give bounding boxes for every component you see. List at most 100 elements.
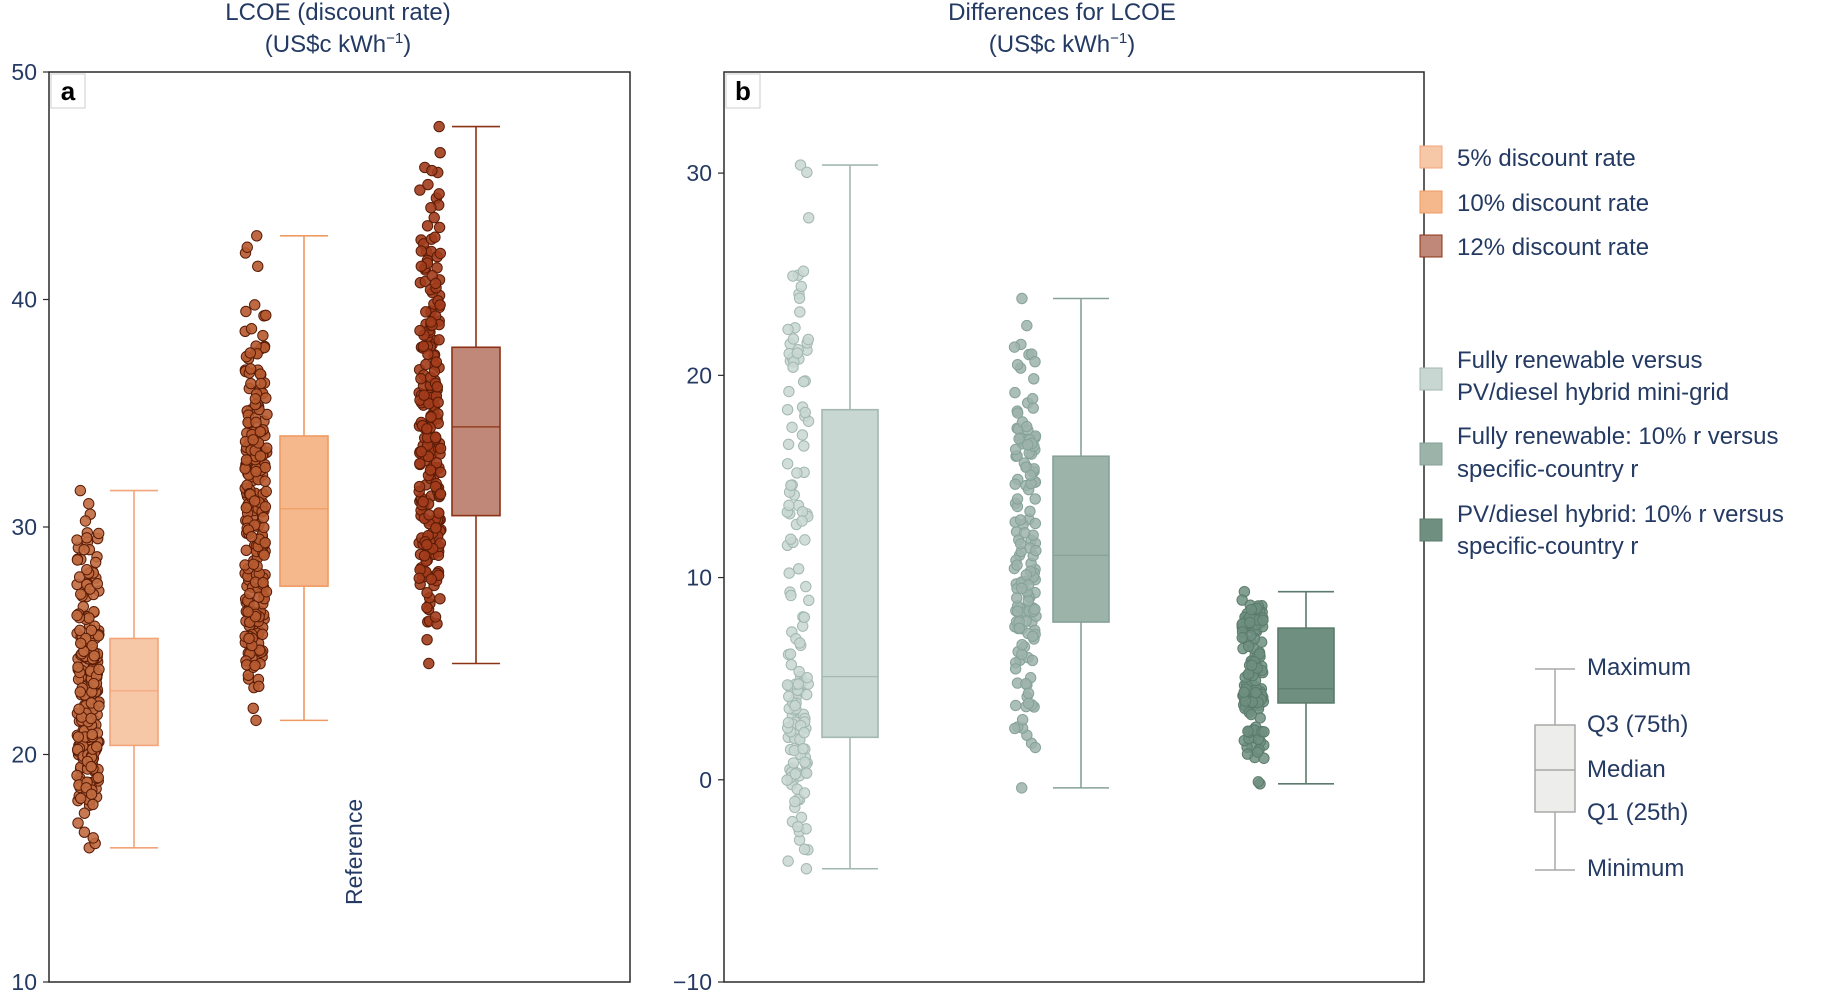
data-point (244, 347, 256, 359)
legend-label-full-vs-hybrid-line2: PV/diesel hybrid mini-grid (1457, 379, 1729, 406)
data-point (1252, 776, 1265, 788)
data-point (245, 530, 258, 543)
data-point (785, 479, 797, 492)
data-point (796, 515, 808, 527)
data-point (1009, 663, 1022, 675)
data-point (1027, 630, 1039, 643)
data-point (434, 299, 446, 311)
data-point (421, 601, 433, 614)
data-point (789, 795, 801, 808)
reference-annotation: Reference (341, 799, 367, 905)
data-point (1011, 605, 1024, 617)
data-point (1016, 292, 1028, 305)
data-point (423, 657, 435, 670)
data-point (1242, 640, 1255, 652)
data-point (1020, 678, 1032, 690)
legend-box-explainer: Maximum Q3 (75th) Median Q1 (25th) Minim… (1534, 654, 1691, 882)
data-point (259, 461, 271, 474)
data-point (71, 609, 83, 622)
data-point (1258, 726, 1270, 738)
data-point (430, 457, 443, 469)
data-point (795, 280, 807, 293)
data-point (799, 756, 811, 768)
data-point (434, 593, 446, 605)
panel-b-points (781, 159, 1270, 875)
data-point (93, 700, 105, 712)
data-point (422, 178, 434, 191)
data-point (244, 363, 257, 375)
data-point (1246, 659, 1258, 672)
data-point (1257, 614, 1269, 626)
data-point (74, 624, 86, 637)
legend-swatch-10pct (1419, 190, 1443, 214)
data-point (431, 381, 443, 393)
box-body (821, 408, 879, 739)
panel-a: LCOE (discount rate) (US$c kWh−1) a 10 20… (11, 0, 631, 995)
data-point (73, 703, 85, 715)
data-point (421, 587, 433, 599)
data-point (420, 358, 432, 371)
data-point (1245, 708, 1257, 721)
data-point (250, 714, 262, 727)
data-point (1020, 569, 1032, 581)
data-point (240, 305, 252, 318)
data-point (1016, 648, 1028, 660)
data-point (92, 527, 105, 540)
data-point (430, 356, 443, 368)
data-point (1241, 748, 1254, 760)
data-point (787, 270, 799, 282)
data-point (426, 164, 438, 177)
data-point (425, 316, 437, 328)
data-point (1022, 697, 1035, 710)
legend-label-12pct: 12% discount rate (1457, 234, 1649, 261)
data-point (257, 511, 270, 524)
data-point (245, 377, 257, 390)
data-point (789, 768, 802, 780)
data-point (798, 611, 811, 624)
data-point (421, 634, 433, 646)
data-point (81, 532, 93, 544)
data-point (1027, 402, 1039, 414)
data-point (794, 159, 807, 171)
data-point (428, 211, 440, 224)
data-point (783, 567, 795, 579)
data-point (247, 434, 259, 446)
data-point (424, 464, 437, 476)
data-point (1026, 654, 1039, 667)
panel-a-boxes (109, 125, 501, 849)
data-point (254, 425, 267, 438)
data-point (800, 863, 813, 875)
panel-b: Differences for LCOE (US$c kWh−1) b −10 0… (673, 0, 1425, 995)
data-point (1016, 639, 1028, 651)
legend-box-maximum: Maximum (1587, 654, 1691, 681)
y-tick-label: 0 (699, 767, 712, 793)
legend-label-full-vs-hybrid-line1: Fully renewable versus (1457, 347, 1702, 374)
data-point (79, 515, 92, 527)
data-point (1009, 443, 1022, 456)
box-body (451, 346, 501, 517)
data-point (88, 677, 100, 690)
data-point (78, 807, 91, 819)
data-point (798, 843, 811, 855)
box-body (1277, 627, 1335, 704)
data-point (803, 212, 815, 224)
data-point (1011, 358, 1024, 371)
data-point (425, 411, 437, 423)
data-point (794, 306, 806, 318)
data-point (255, 377, 267, 390)
data-point (787, 361, 799, 373)
data-point (415, 445, 427, 458)
data-point (261, 408, 273, 421)
data-point (429, 277, 442, 290)
y-tick-label: 10 (686, 565, 712, 591)
data-point (781, 458, 794, 470)
data-point (782, 855, 794, 867)
data-point (787, 757, 800, 769)
data-point (1021, 420, 1033, 433)
data-point (1022, 595, 1035, 607)
data-point (74, 686, 86, 698)
data-point (260, 392, 272, 404)
data-point (252, 260, 264, 273)
data-point (257, 329, 269, 342)
